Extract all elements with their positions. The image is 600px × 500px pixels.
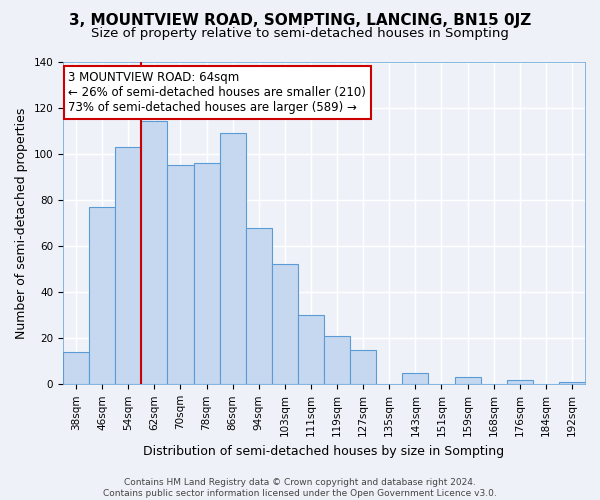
Text: 3 MOUNTVIEW ROAD: 64sqm
← 26% of semi-detached houses are smaller (210)
73% of s: 3 MOUNTVIEW ROAD: 64sqm ← 26% of semi-de… (68, 71, 366, 114)
Text: 3, MOUNTVIEW ROAD, SOMPTING, LANCING, BN15 0JZ: 3, MOUNTVIEW ROAD, SOMPTING, LANCING, BN… (69, 12, 531, 28)
Bar (298, 315, 324, 384)
Bar (89, 207, 115, 384)
Bar (142, 122, 167, 384)
Bar (167, 166, 194, 384)
Bar (559, 382, 585, 384)
Bar (194, 163, 220, 384)
Bar (324, 336, 350, 384)
Bar (455, 378, 481, 384)
Bar (246, 228, 272, 384)
Bar (403, 373, 428, 384)
X-axis label: Distribution of semi-detached houses by size in Sompting: Distribution of semi-detached houses by … (143, 444, 505, 458)
Text: Size of property relative to semi-detached houses in Sompting: Size of property relative to semi-detach… (91, 28, 509, 40)
Bar (272, 264, 298, 384)
Bar (115, 147, 142, 384)
Bar (63, 352, 89, 384)
Y-axis label: Number of semi-detached properties: Number of semi-detached properties (15, 107, 28, 338)
Text: Contains HM Land Registry data © Crown copyright and database right 2024.
Contai: Contains HM Land Registry data © Crown c… (103, 478, 497, 498)
Bar (220, 133, 246, 384)
Bar (350, 350, 376, 384)
Bar (507, 380, 533, 384)
